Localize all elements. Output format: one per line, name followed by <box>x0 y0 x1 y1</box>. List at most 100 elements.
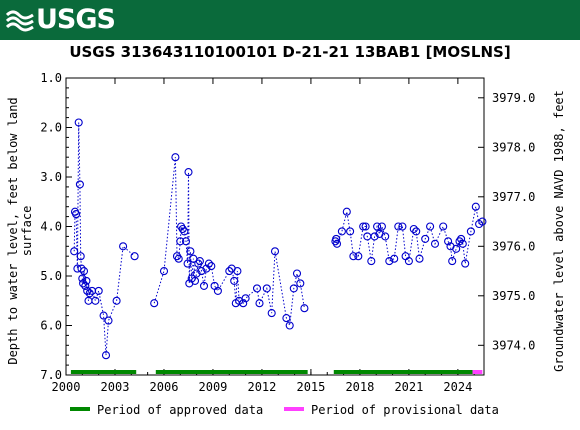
data-point[interactable] <box>292 269 302 278</box>
data-point[interactable] <box>471 202 480 211</box>
data-point[interactable] <box>76 252 85 261</box>
data-point[interactable] <box>409 224 418 234</box>
data-point[interactable] <box>77 264 86 273</box>
data-point[interactable] <box>230 276 239 285</box>
data-point[interactable] <box>370 232 379 241</box>
data-point[interactable] <box>444 237 453 246</box>
data-point[interactable] <box>85 289 94 298</box>
data-point[interactable] <box>207 262 216 271</box>
data-point[interactable] <box>466 227 475 236</box>
y2-tick-label: 3979.0 <box>492 91 535 105</box>
data-point[interactable] <box>361 222 370 231</box>
data-point[interactable] <box>349 252 358 261</box>
data-point[interactable] <box>233 267 242 276</box>
data-point[interactable] <box>159 267 169 276</box>
data-point[interactable] <box>267 309 276 318</box>
data-point[interactable] <box>404 257 413 266</box>
data-point[interactable] <box>225 267 234 276</box>
data-point[interactable] <box>72 210 81 219</box>
data-point[interactable] <box>377 222 386 231</box>
data-point[interactable] <box>112 296 121 305</box>
data-point[interactable] <box>82 276 91 285</box>
data-point[interactable] <box>130 252 139 261</box>
data-point[interactable] <box>270 247 280 256</box>
legend-approved-label: Period of approved data <box>97 403 263 417</box>
data-point[interactable] <box>190 276 200 285</box>
data-point[interactable] <box>412 227 421 236</box>
data-point[interactable] <box>359 222 368 231</box>
data-point[interactable] <box>448 257 457 266</box>
data-point[interactable] <box>332 239 342 248</box>
data-point[interactable] <box>421 234 430 243</box>
data-point[interactable] <box>390 254 399 263</box>
usgs-wave-icon <box>6 10 34 32</box>
usgs-logo[interactable]: USGS <box>6 4 116 36</box>
data-point[interactable] <box>94 286 103 295</box>
data-point[interactable] <box>197 267 206 276</box>
data-point[interactable] <box>195 257 204 266</box>
data-point[interactable] <box>78 274 87 283</box>
x-tick-label: 2006 <box>150 380 179 394</box>
data-point[interactable] <box>430 239 440 248</box>
usgs-logo-text: USGS <box>36 4 116 35</box>
data-point[interactable] <box>296 279 305 288</box>
data-point[interactable] <box>70 247 79 256</box>
data-point[interactable] <box>415 254 424 263</box>
data-point[interactable] <box>180 227 189 236</box>
data-point[interactable] <box>150 299 159 308</box>
data-point[interactable] <box>99 311 108 320</box>
data-point[interactable] <box>75 180 84 189</box>
data-point[interactable] <box>181 237 191 246</box>
data-point[interactable] <box>337 227 346 236</box>
data-point[interactable] <box>119 242 128 251</box>
data-point[interactable] <box>101 351 111 360</box>
data-point[interactable] <box>241 294 250 303</box>
data-point[interactable] <box>172 252 182 261</box>
data-point[interactable] <box>204 259 213 268</box>
data-point[interactable] <box>398 222 407 231</box>
data-point[interactable] <box>192 269 201 278</box>
data-point[interactable] <box>426 222 435 231</box>
data-point[interactable] <box>282 314 291 323</box>
data-point[interactable] <box>354 252 363 261</box>
data-point[interactable] <box>461 259 470 268</box>
data-point[interactable] <box>394 222 403 231</box>
data-point[interactable] <box>178 224 187 234</box>
data-point[interactable] <box>342 207 351 216</box>
data-point[interactable] <box>174 254 183 263</box>
data-point[interactable] <box>452 244 461 253</box>
data-point[interactable] <box>332 234 341 243</box>
data-point[interactable] <box>252 284 262 293</box>
data-point[interactable] <box>285 321 294 330</box>
data-point[interactable] <box>184 168 193 177</box>
data-point[interactable] <box>199 281 209 290</box>
data-point[interactable] <box>289 284 298 293</box>
data-point[interactable] <box>81 281 90 290</box>
data-point[interactable] <box>300 304 309 313</box>
data-point[interactable] <box>478 217 487 226</box>
data-point[interactable] <box>373 222 382 231</box>
data-point[interactable] <box>457 234 466 243</box>
data-point[interactable] <box>213 286 222 295</box>
data-point[interactable] <box>104 316 113 325</box>
data-point[interactable] <box>79 267 89 276</box>
data-point[interactable] <box>367 257 376 266</box>
chart-title: USGS 313643110100101 D-21-21 13BAB1 [MOS… <box>69 43 511 61</box>
data-point[interactable] <box>202 264 211 273</box>
data-point[interactable] <box>439 222 448 231</box>
data-point[interactable] <box>255 299 264 308</box>
data-point[interactable] <box>176 237 185 246</box>
data-point[interactable] <box>183 259 192 268</box>
x-tick-label: 2021 <box>394 380 423 394</box>
data-point[interactable] <box>385 257 394 266</box>
data-point[interactable] <box>186 247 195 256</box>
data-point[interactable] <box>458 239 467 248</box>
data-point[interactable] <box>381 232 390 241</box>
data-point[interactable] <box>239 299 248 308</box>
data-point[interactable] <box>346 227 355 236</box>
data-point[interactable] <box>262 284 271 293</box>
data-point[interactable] <box>83 286 92 295</box>
data-point[interactable] <box>74 118 83 127</box>
data-point[interactable] <box>91 296 100 305</box>
data-point[interactable] <box>171 153 180 162</box>
